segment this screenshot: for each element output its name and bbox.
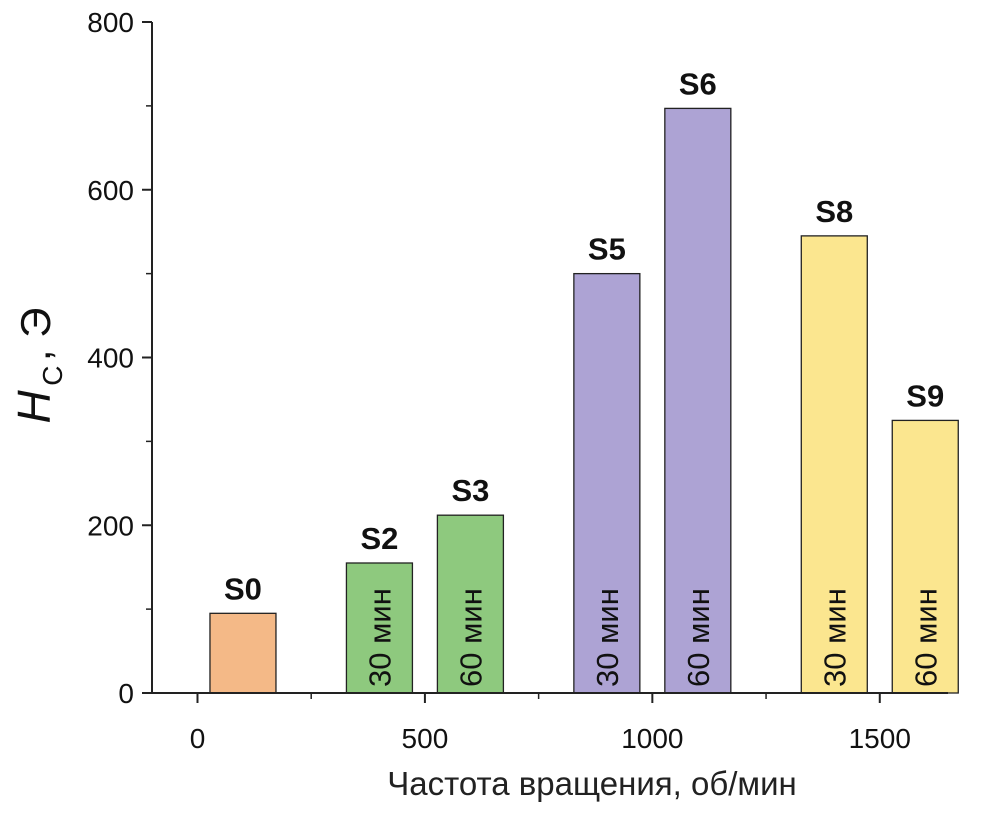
bar-s3	[436, 514, 505, 694]
bar-s2	[345, 562, 414, 694]
bar-duration-label-s2: 30 мин	[362, 588, 397, 687]
bar-label-s9: S9	[906, 378, 944, 413]
y-axis-title-main: H	[8, 389, 60, 423]
bar-label-s5: S5	[588, 232, 626, 267]
y-tick-label: 800	[87, 7, 134, 38]
bar-s5	[573, 272, 641, 694]
y-axis-title-unit: , Э	[12, 308, 59, 362]
bar-s0	[209, 612, 277, 694]
x-tick-label: 0	[190, 723, 206, 754]
bar-label-s2: S2	[360, 521, 398, 556]
bar-duration-label-s9: 60 мин	[908, 588, 943, 687]
y-axis-title: H C , Э	[8, 308, 68, 424]
x-tick-label: 1500	[849, 723, 911, 754]
y-tick-label: 200	[87, 510, 134, 541]
y-tick-label: 600	[87, 175, 134, 206]
bars-group: S0 S2 30 мин S3 60 мин S5 30 мин S6 60 мин S8 30 м…	[209, 66, 959, 694]
bar-duration-label-s3: 60 мин	[453, 588, 488, 687]
x-axis-title: Частота вращения, об/мин	[387, 765, 797, 802]
bar-label-s6: S6	[679, 66, 717, 101]
bar-label-s8: S8	[815, 194, 853, 229]
bar-label-s0: S0	[224, 571, 262, 606]
bar-duration-label-s8: 30 мин	[817, 588, 852, 687]
y-tick-label: 400	[87, 343, 134, 374]
bar-s9	[891, 419, 959, 694]
bar-label-s3: S3	[451, 473, 489, 508]
bar-duration-label-s6: 60 мин	[681, 588, 716, 687]
bar-s6	[664, 107, 732, 694]
x-tick-label: 1000	[621, 723, 683, 754]
bar-duration-label-s5: 30 мин	[590, 588, 625, 687]
y-axis-title-subscript: C	[37, 366, 68, 386]
bar-s8	[800, 235, 868, 694]
x-tick-label: 500	[402, 723, 449, 754]
axes-group: 0 200 400 600 800 0 500 1000 1500	[87, 7, 948, 754]
y-tick-label: 0	[118, 678, 134, 709]
